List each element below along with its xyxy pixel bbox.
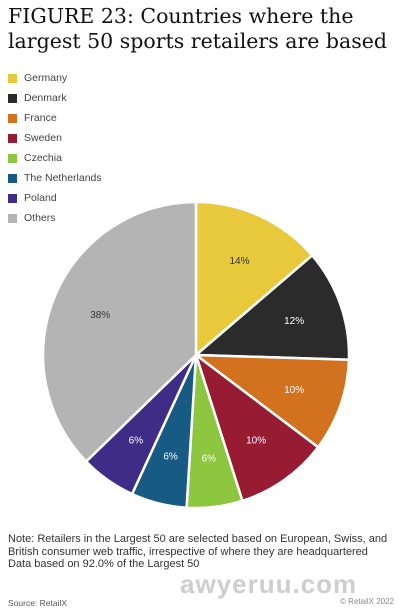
legend-label: Denmark xyxy=(24,92,67,104)
legend-item-poland: Poland xyxy=(8,188,102,208)
data-label-sweden: 10% xyxy=(246,435,266,446)
note-data-coverage: Data based on 92.0% of the Largest 50 xyxy=(8,558,200,570)
pie-slice-others xyxy=(41,200,198,463)
legend-item-czechia: Czechia xyxy=(8,148,102,168)
data-label-france: 10% xyxy=(284,385,304,396)
legend-swatch xyxy=(8,193,17,203)
legend-label: Poland xyxy=(24,192,57,204)
copyright-text: © RetailX 2022 xyxy=(340,597,394,606)
data-label-the-netherlands: 6% xyxy=(163,451,178,462)
legend-item-denmark: Denmark xyxy=(8,88,102,108)
legend-item-others: Others xyxy=(8,208,102,228)
legend-swatch xyxy=(8,93,17,103)
chart-legend: Germany Denmark France Sweden Czechia The Net… xyxy=(8,68,102,228)
pie-slice-france xyxy=(194,353,351,449)
legend-label: Germany xyxy=(24,72,68,84)
watermark: awyeruu.com xyxy=(180,569,358,599)
legend-swatch xyxy=(8,113,17,123)
data-label-others: 38% xyxy=(90,310,110,321)
pie-chart: 14% 12% 10% 10% 6% 6% 6% 38% xyxy=(41,200,351,510)
legend-label: France xyxy=(24,112,57,124)
data-label-poland: 6% xyxy=(129,435,144,446)
source-text: Source: RetailX xyxy=(8,598,68,608)
legend-swatch xyxy=(8,213,17,223)
legend-swatch xyxy=(8,153,17,163)
legend-swatch xyxy=(8,73,17,83)
legend-item-sweden: Sweden xyxy=(8,128,102,148)
legend-swatch xyxy=(8,173,17,183)
pie-slice-denmark xyxy=(194,254,351,361)
pie-slice-germany xyxy=(194,200,314,357)
legend-label: Others xyxy=(24,212,56,224)
legend-item-france: France xyxy=(8,108,102,128)
legend-item-the-netherlands: The Netherlands xyxy=(8,168,102,188)
data-label-germany: 14% xyxy=(229,256,249,267)
note-text: Note: Retailers in the Largest 50 are se… xyxy=(8,533,388,558)
legend-label: Czechia xyxy=(24,152,62,164)
legend-item-germany: Germany xyxy=(8,68,102,88)
data-label-denmark: 12% xyxy=(284,316,304,327)
chart-title: FIGURE 23: Countries where the largest 5… xyxy=(8,4,388,53)
legend-label: Sweden xyxy=(24,132,62,144)
legend-swatch xyxy=(8,133,17,143)
pie-slice-sweden xyxy=(194,353,320,503)
chart-note: Note: Retailers in the Largest 50 are se… xyxy=(8,533,396,571)
data-label-czechia: 6% xyxy=(202,454,217,465)
legend-label: The Netherlands xyxy=(24,172,102,184)
